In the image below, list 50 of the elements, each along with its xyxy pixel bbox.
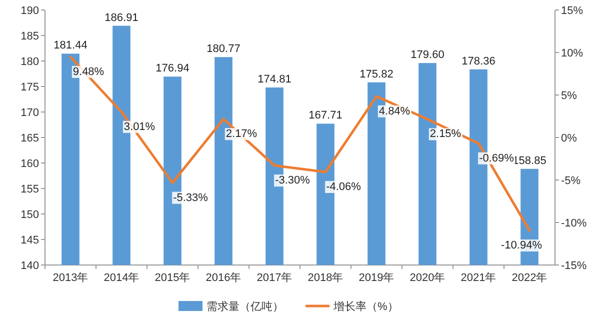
data-label: 176.94	[156, 62, 190, 75]
data-label: 2.15%	[430, 128, 462, 140]
data-label: 180.77	[206, 43, 240, 56]
y-tick-label: 185	[20, 30, 39, 42]
x-tick-label: 2018年	[308, 272, 344, 284]
data-label: 158.85	[512, 154, 546, 167]
data-label: -0.69%	[479, 152, 514, 164]
data-label: 167.71	[308, 110, 342, 122]
x-tick-label: 2019年	[358, 272, 394, 284]
y2-tick-label: -5%	[561, 175, 581, 187]
x-tick-label: 2013年	[52, 272, 88, 284]
data-label: 174.81	[258, 73, 292, 86]
y-tick-label: 145	[20, 234, 39, 246]
x-tick-label: 2015年	[154, 272, 190, 284]
x-tick-label: 2021年	[460, 272, 496, 284]
data-label: 181.44	[54, 40, 88, 52]
data-label: -4.06%	[326, 181, 362, 194]
data-label: 3.01%	[124, 120, 156, 133]
y-tick-label: 140	[20, 260, 39, 272]
y2-tick-label: 5%	[561, 90, 578, 102]
data-label: 4.84%	[378, 105, 410, 118]
data-label: 175.82	[360, 68, 394, 80]
y-tick-label: 155	[20, 184, 39, 196]
x-tick-label: 2016年	[206, 272, 242, 284]
data-label: 179.60	[410, 49, 444, 62]
x-tick-label: 2022年	[512, 272, 548, 284]
y2-tick-label: 15%	[561, 5, 584, 17]
data-label: 2.17%	[226, 128, 258, 140]
legend-label: 需求量（亿吨）	[206, 300, 284, 313]
y-tick-label: 160	[20, 158, 39, 170]
data-label: -3.30%	[275, 174, 310, 187]
y-tick-label: 150	[20, 209, 39, 221]
y2-tick-label: 10%	[561, 48, 584, 60]
y-tick-label: 180	[20, 56, 39, 68]
x-tick-label: 2020年	[410, 272, 446, 284]
y2-tick-label: -15%	[561, 260, 587, 272]
y-tick-label: 190	[20, 5, 39, 17]
data-label: 178.36	[462, 55, 496, 68]
data-label: 186.91	[104, 12, 138, 24]
x-tick-label: 2014年	[104, 272, 140, 284]
y-tick-label: 175	[20, 82, 39, 94]
data-label: -5.33%	[173, 192, 208, 204]
data-label: 9.48%	[72, 66, 104, 78]
y-tick-label: 165	[20, 132, 39, 144]
y-tick-label: 170	[20, 107, 39, 119]
data-label: -10.94%	[501, 239, 542, 252]
y2-tick-label: -10%	[561, 218, 587, 230]
legend-label: 增长率（%）	[332, 300, 398, 313]
y2-tick-label: 0%	[561, 132, 578, 144]
x-tick-label: 2017年	[256, 272, 292, 284]
